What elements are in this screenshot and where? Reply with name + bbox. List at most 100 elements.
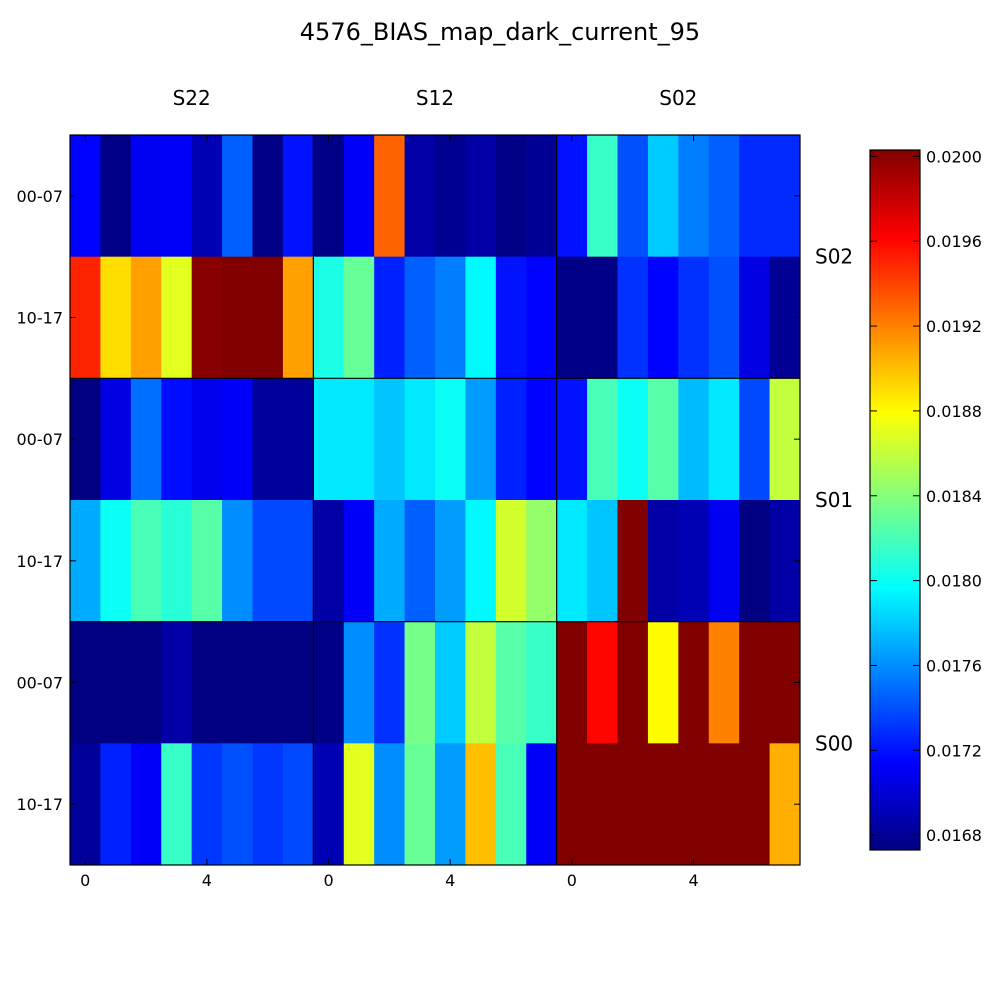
heatmap-cell bbox=[252, 743, 284, 866]
heatmap-cell bbox=[343, 621, 375, 744]
heatmap-cell bbox=[343, 500, 375, 623]
y-tick-label: 10-17 bbox=[17, 552, 64, 571]
x-tick-label: 4 bbox=[445, 871, 455, 890]
x-tick-label: 0 bbox=[80, 871, 90, 890]
heatmap-cell bbox=[465, 743, 497, 866]
colorbar-tick-label: 0.0168 bbox=[926, 826, 982, 845]
heatmap-cell bbox=[465, 500, 497, 623]
colorbar-tick-label: 0.0188 bbox=[926, 402, 982, 421]
heatmap-cell bbox=[647, 256, 679, 379]
heatmap-cell bbox=[374, 500, 405, 623]
heatmap-cell bbox=[739, 135, 770, 258]
y-tick-label: 10-17 bbox=[17, 795, 64, 814]
heatmap-cell bbox=[556, 378, 588, 501]
plot-frame bbox=[69, 134, 801, 866]
heatmap-cell bbox=[495, 256, 527, 379]
heatmap-cell bbox=[556, 135, 588, 258]
heatmap-cell bbox=[739, 500, 770, 623]
heatmap-cell bbox=[404, 621, 436, 744]
heatmap-cell bbox=[222, 256, 253, 379]
x-ticks: 0 4 0 4 0 4 bbox=[80, 135, 699, 890]
colorbar-tick-label: 0.0180 bbox=[926, 572, 982, 591]
y-tick-label: 10-17 bbox=[17, 309, 64, 328]
heatmap-cell bbox=[404, 378, 436, 501]
heatmap-cell bbox=[161, 743, 193, 866]
heatmap-cell bbox=[617, 743, 649, 866]
heatmap-cell bbox=[343, 135, 375, 258]
heatmap-cell bbox=[222, 621, 253, 744]
heatmap-cell bbox=[587, 743, 618, 866]
heatmap-cell bbox=[435, 621, 466, 744]
heatmap-cells bbox=[70, 135, 801, 866]
heatmap-cell bbox=[100, 135, 132, 258]
heatmap-cell bbox=[587, 500, 618, 623]
heatmap-cell bbox=[708, 621, 740, 744]
heatmap-cell bbox=[526, 621, 558, 744]
heatmap-cell bbox=[435, 256, 466, 379]
heatmap-cell bbox=[313, 743, 345, 866]
chart-title: 4576_BIAS_map_dark_current_95 bbox=[300, 18, 700, 46]
row-label: S00 bbox=[815, 731, 853, 755]
heatmap-cell bbox=[495, 135, 527, 258]
heatmap-cell bbox=[161, 135, 193, 258]
y-tick-label: 00-07 bbox=[17, 430, 64, 449]
heatmap-cell bbox=[191, 500, 223, 623]
heatmap-cell bbox=[374, 256, 405, 379]
heatmap-cell bbox=[130, 500, 162, 623]
heatmap-cell bbox=[252, 135, 284, 258]
y-ticks: 00-07 10-17 00-07 10-17 00-07 10-17 bbox=[17, 187, 800, 814]
heatmap-cell bbox=[282, 378, 314, 501]
heatmap-cell bbox=[617, 621, 649, 744]
heatmap-cell bbox=[435, 135, 466, 258]
heatmap-cell bbox=[252, 378, 284, 501]
x-tick-label: 4 bbox=[202, 871, 212, 890]
heatmap-cell bbox=[222, 135, 253, 258]
heatmap-cell bbox=[313, 621, 345, 744]
heatmap-cell bbox=[617, 378, 649, 501]
heatmap-cell bbox=[739, 378, 770, 501]
colorbar-tick-label: 0.0196 bbox=[926, 232, 982, 251]
heatmap-cell bbox=[678, 500, 710, 623]
heatmap-cell bbox=[343, 256, 375, 379]
y-tick-label: 00-07 bbox=[17, 674, 64, 693]
heatmap-cell bbox=[678, 621, 710, 744]
heatmap-cell bbox=[100, 256, 132, 379]
heatmap-cell bbox=[100, 743, 132, 866]
heatmap-cell bbox=[191, 256, 223, 379]
row-label: S02 bbox=[815, 245, 853, 269]
colorbar-tick-label: 0.0192 bbox=[926, 317, 982, 336]
heatmap-cell bbox=[374, 378, 405, 501]
heatmap-cell bbox=[678, 743, 710, 866]
heatmap-cell bbox=[495, 621, 527, 744]
x-tick-label: 0 bbox=[567, 871, 577, 890]
heatmap-cell bbox=[282, 743, 314, 866]
heatmap-cell bbox=[404, 743, 436, 866]
heatmap-cell bbox=[556, 743, 588, 866]
heatmap-cell bbox=[587, 378, 618, 501]
heatmap-cell bbox=[313, 256, 345, 379]
heatmap-cell bbox=[526, 378, 558, 501]
heatmap-cell bbox=[191, 378, 223, 501]
heatmap-cell bbox=[708, 256, 740, 379]
heatmap-cell bbox=[465, 135, 497, 258]
heatmap-cell bbox=[222, 378, 253, 501]
heatmap-cell bbox=[556, 256, 588, 379]
heatmap-cell bbox=[647, 621, 679, 744]
heatmap-cell bbox=[465, 378, 497, 501]
heatmap-cell bbox=[435, 500, 466, 623]
heatmap-cell bbox=[161, 500, 193, 623]
colorbar-gradient bbox=[869, 149, 921, 851]
heatmap-cell bbox=[191, 621, 223, 744]
heatmap-cell bbox=[374, 743, 405, 866]
heatmap-cell bbox=[282, 500, 314, 623]
heatmap-cell bbox=[404, 256, 436, 379]
heatmap-cell bbox=[404, 500, 436, 623]
heatmap-cell bbox=[161, 256, 193, 379]
heatmap-cell bbox=[100, 378, 132, 501]
x-tick-label: 4 bbox=[688, 871, 698, 890]
heatmap-cell bbox=[191, 135, 223, 258]
heatmap-cell bbox=[617, 500, 649, 623]
heatmap-cell bbox=[647, 743, 679, 866]
